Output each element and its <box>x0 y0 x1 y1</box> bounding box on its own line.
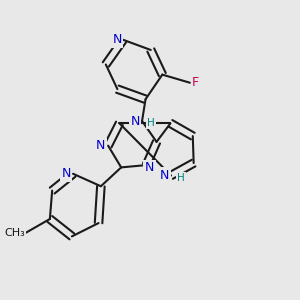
Text: N: N <box>96 139 105 152</box>
Text: N: N <box>112 33 122 46</box>
Text: N: N <box>160 169 170 182</box>
Text: N: N <box>61 167 71 180</box>
Text: CH₃: CH₃ <box>4 228 25 238</box>
Text: H: H <box>177 173 184 183</box>
Text: F: F <box>192 76 199 89</box>
Text: H: H <box>147 118 155 128</box>
Text: N: N <box>130 115 140 128</box>
Text: N: N <box>145 161 154 175</box>
